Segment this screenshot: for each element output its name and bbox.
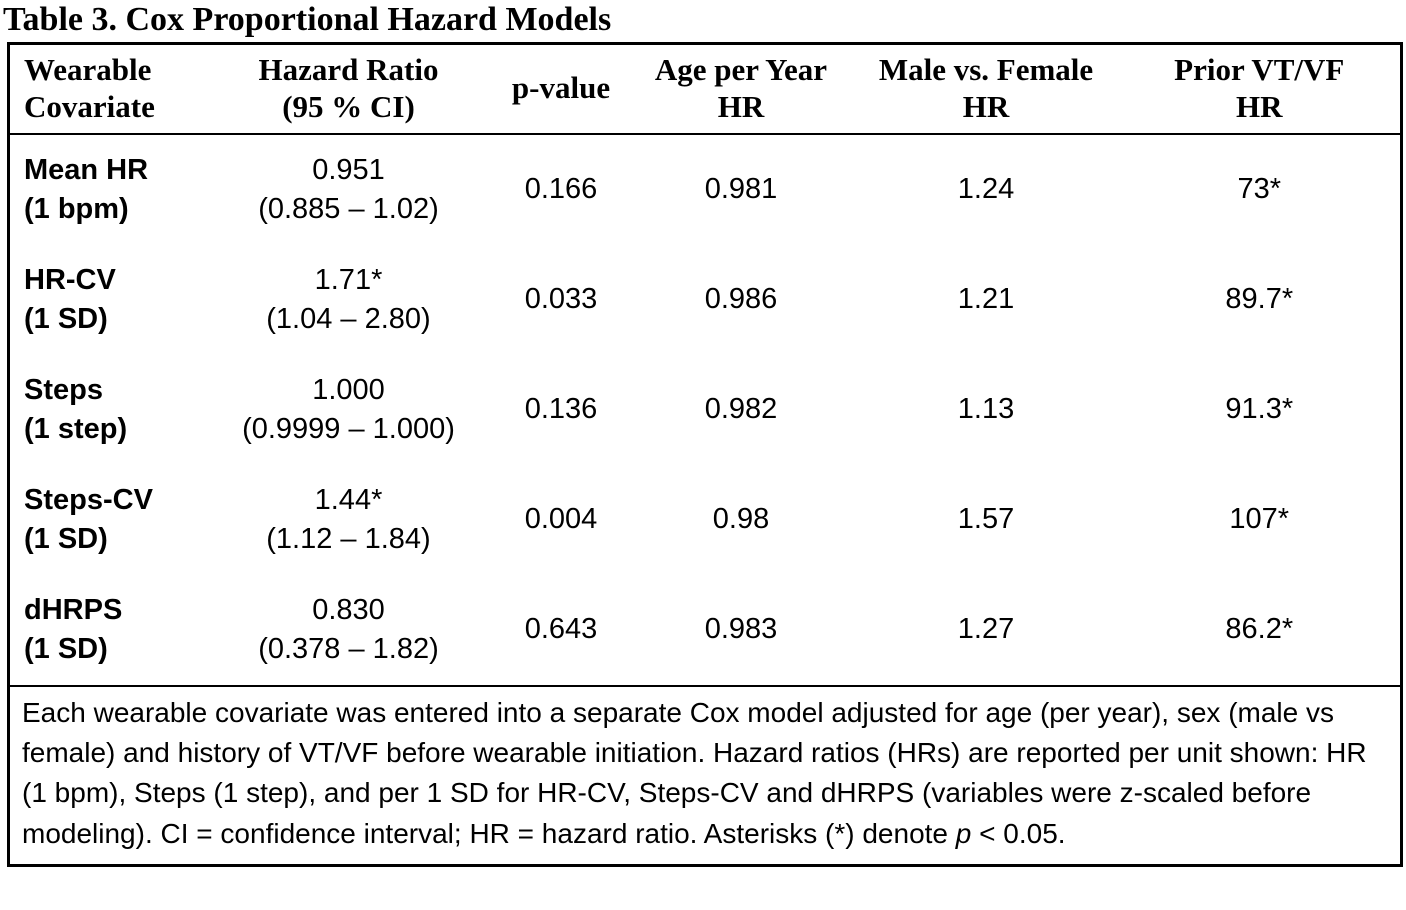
header-hazard-ratio: Hazard Ratio (95 % CI) — [203, 43, 494, 135]
p-value-cell: 0.004 — [524, 503, 598, 536]
sex-hr-cell: 1.27 — [957, 613, 1015, 646]
hazard-ratio-cell: 1.000 (0.9999 – 1.000) — [242, 373, 455, 445]
p-value-cell: 0.033 — [524, 283, 598, 316]
header-prior-vtvf-hr: Prior VT/VF HR — [1118, 43, 1402, 135]
age-hr-cell: 0.98 — [712, 503, 770, 536]
sex-hr-cell: 1.21 — [957, 283, 1015, 316]
covariate-cell: Steps-CV (1 SD) — [24, 483, 153, 555]
table-row-hr-cv: HR-CV (1 SD) 1.71* (1.04 – 2.80) 0.033 0… — [9, 245, 1402, 355]
covariate-cell: dHRPS (1 SD) — [24, 593, 123, 665]
header-p-value: p-value — [493, 43, 629, 135]
footnote-row: Each wearable covariate was entered into… — [8, 684, 1402, 866]
table-row-mean-hr: Mean HR (1 bpm) 0.951 (0.885 – 1.02) 0.1… — [9, 134, 1402, 245]
prior-vtvf-hr-cell: 86.2* — [1225, 613, 1294, 646]
age-hr-cell: 0.982 — [704, 393, 778, 426]
prior-vtvf-hr-cell: 89.7* — [1225, 283, 1294, 316]
prior-vtvf-hr-cell: 91.3* — [1225, 393, 1294, 426]
covariate-cell: HR-CV (1 SD) — [24, 263, 116, 335]
table-row-steps: Steps (1 step) 1.000 (0.9999 – 1.000) 0.… — [9, 355, 1402, 465]
footnote-italic-p: p — [955, 817, 972, 849]
age-hr-cell: 0.981 — [704, 173, 778, 206]
sex-hr-cell: 1.13 — [957, 393, 1015, 426]
sex-hr-cell: 1.57 — [957, 503, 1015, 536]
table-footer: Each wearable covariate was entered into… — [8, 684, 1402, 866]
covariate-cell: Mean HR (1 bpm) — [24, 153, 149, 225]
header-wearable-covariate: Wearable Covariate — [8, 43, 204, 135]
prior-vtvf-hr-cell: 107* — [1229, 503, 1290, 536]
table-header: Wearable Covariate Hazard Ratio (95 % CI… — [8, 43, 1402, 135]
hazard-ratio-cell: 0.830 (0.378 – 1.82) — [258, 593, 439, 665]
age-hr-cell: 0.983 — [704, 613, 778, 646]
hazard-ratio-cell: 0.951 (0.885 – 1.02) — [258, 153, 439, 225]
prior-vtvf-hr-cell: 73* — [1237, 173, 1282, 206]
age-hr-cell: 0.986 — [704, 283, 778, 316]
hazard-ratio-cell: 1.71* (1.04 – 2.80) — [266, 263, 431, 335]
table-footnote: Each wearable covariate was entered into… — [8, 684, 1402, 866]
covariate-cell: Steps (1 step) — [24, 373, 128, 445]
footnote-text-end: < 0.05. — [971, 817, 1066, 849]
header-male-vs-female-hr: Male vs. Female HR — [853, 43, 1119, 135]
sex-hr-cell: 1.24 — [957, 173, 1015, 206]
header-row: Wearable Covariate Hazard Ratio (95 % CI… — [8, 43, 1402, 135]
table-body: Mean HR (1 bpm) 0.951 (0.885 – 1.02) 0.1… — [9, 134, 1402, 686]
p-value-cell: 0.136 — [524, 393, 598, 426]
p-value-cell: 0.643 — [524, 613, 598, 646]
table-row-steps-cv: Steps-CV (1 SD) 1.44* (1.12 – 1.84) 0.00… — [9, 465, 1402, 575]
table-title: Table 3. Cox Proportional Hazard Models — [3, 1, 612, 38]
p-value-cell: 0.166 — [524, 173, 598, 206]
table-row-dhrps: dHRPS (1 SD) 0.830 (0.378 – 1.82) 0.643 … — [9, 575, 1402, 686]
cox-hazard-models-table: Wearable Covariate Hazard Ratio (95 % CI… — [7, 41, 1403, 867]
hazard-ratio-cell: 1.44* (1.12 – 1.84) — [266, 483, 431, 555]
header-age-per-year-hr: Age per Year HR — [628, 43, 854, 135]
footnote-text: Each wearable covariate was entered into… — [22, 696, 1367, 849]
